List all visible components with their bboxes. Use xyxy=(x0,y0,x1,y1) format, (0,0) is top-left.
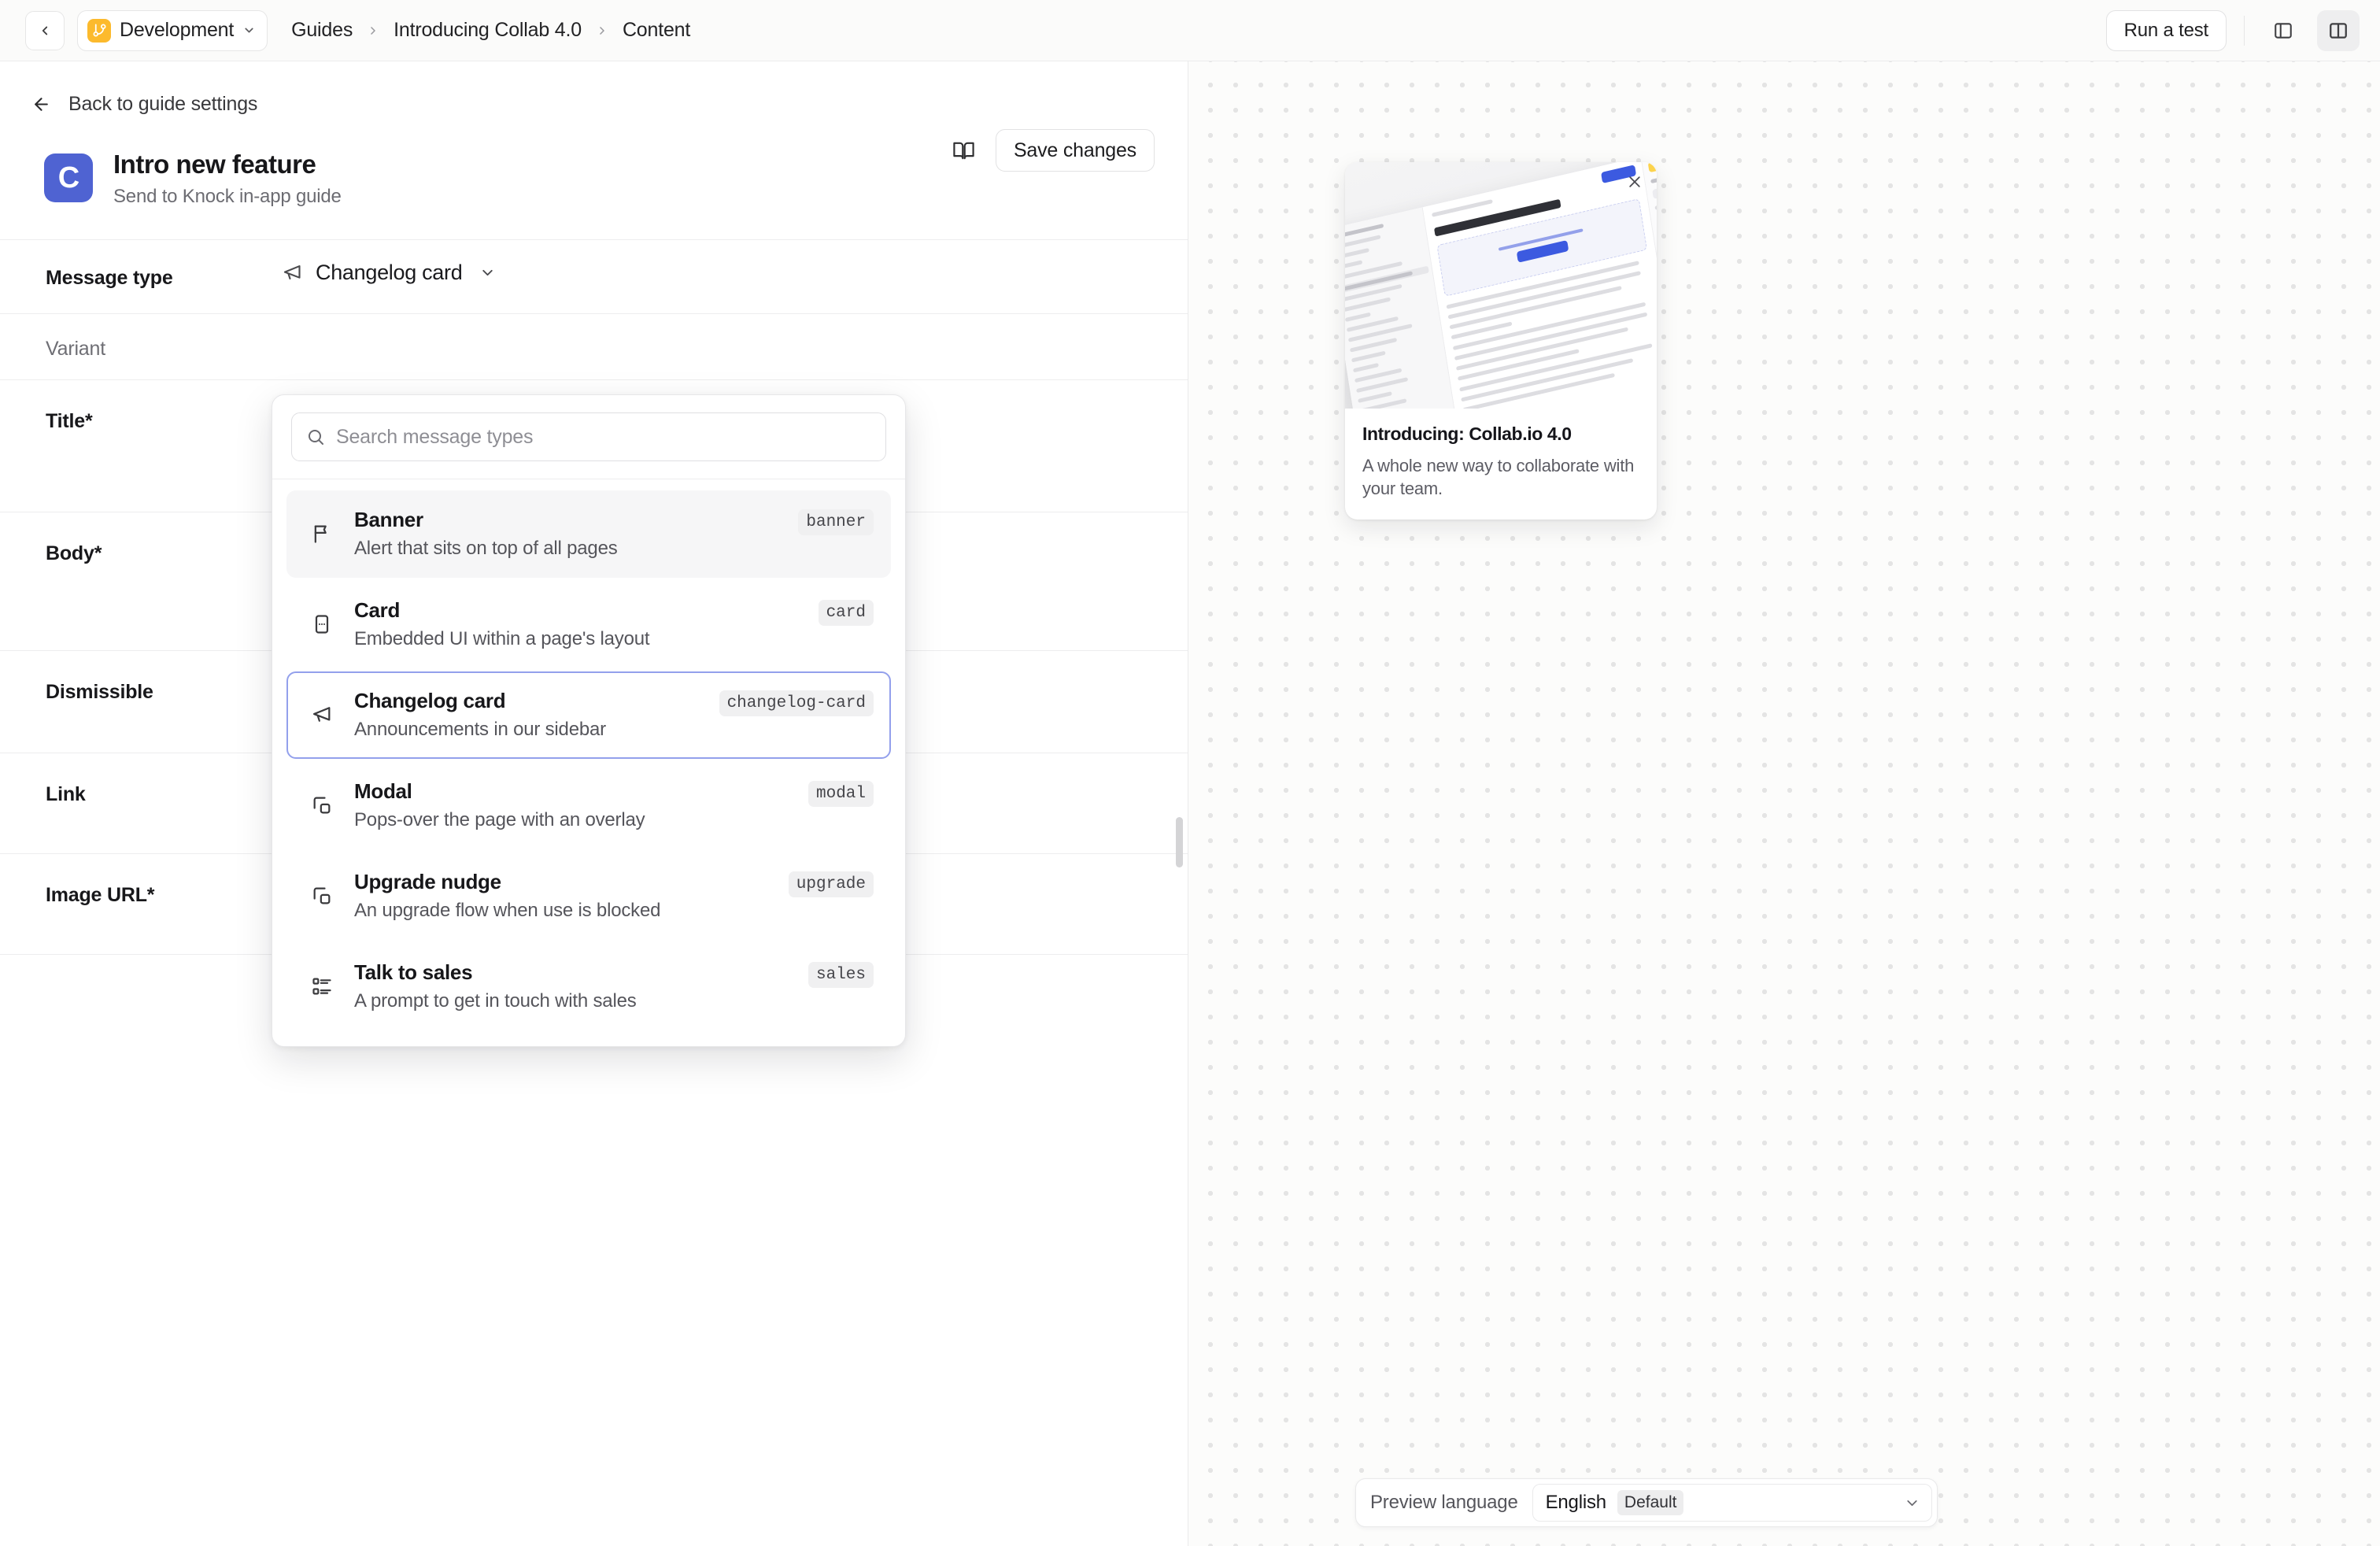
message-type-select[interactable]: Changelog card xyxy=(282,261,496,285)
card-icon xyxy=(307,613,337,635)
guide-identity: C Intro new feature Send to Knock in-app… xyxy=(31,123,1156,239)
panel-left-icon xyxy=(2275,22,2292,39)
back-to-guide-settings-link[interactable]: Back to guide settings xyxy=(31,85,1156,123)
option-description: Alert that sits on top of all pages xyxy=(354,538,618,560)
chevron-left-icon xyxy=(42,26,48,35)
option-description: Embedded UI within a page's layout xyxy=(354,628,650,650)
back-label: Back to guide settings xyxy=(68,92,258,115)
modal-icon xyxy=(307,794,337,816)
preview-language-select[interactable]: English Default xyxy=(1532,1484,1932,1522)
main-area: Back to guide settings Save changes C In… xyxy=(0,61,2380,1546)
arrow-left-icon xyxy=(31,94,51,114)
label-variant: Variant xyxy=(46,338,105,361)
option-name: Talk to sales xyxy=(354,960,473,984)
message-type-dropdown: Banner Alert that sits on top of all pag… xyxy=(272,394,906,1047)
option-description: A prompt to get in touch with sales xyxy=(354,990,637,1012)
megaphone-icon xyxy=(282,262,303,283)
chevron-down-icon xyxy=(1904,1495,1920,1511)
chevron-down-icon xyxy=(242,24,256,37)
changelog-preview-card: Introducing: Collab.io 4.0 A whole new w… xyxy=(1345,162,1657,520)
run-a-test-button[interactable]: Run a test xyxy=(2105,9,2227,51)
search-message-types-field[interactable] xyxy=(291,412,886,461)
message-type-value: Changelog card xyxy=(316,261,463,285)
editor-header: Back to guide settings Save changes C In… xyxy=(0,61,1188,239)
page-subtitle: Send to Knock in-app guide xyxy=(113,186,342,208)
top-bar-actions: Run a test xyxy=(2105,9,2360,51)
modal-icon xyxy=(307,885,337,907)
panel-split-toggle[interactable] xyxy=(2317,9,2360,51)
label-dismissible: Dismissible xyxy=(46,681,153,704)
preview-card-body: A whole new way to collaborate with your… xyxy=(1362,455,1635,499)
environment-name: Development xyxy=(120,19,235,41)
environment-selector[interactable]: Development xyxy=(77,9,268,51)
option-name: Upgrade nudge xyxy=(354,869,501,893)
option-code-badge: banner xyxy=(798,509,874,535)
option-description: Pops-over the page with an overlay xyxy=(354,809,645,831)
list-icon xyxy=(307,975,337,997)
breadcrumb-item-guide-name[interactable]: Introducing Collab 4.0 xyxy=(394,19,582,41)
label-body: Body* xyxy=(46,542,102,565)
preview-language-bar: Preview language English Default xyxy=(1355,1478,1938,1527)
label-message-type: Message type xyxy=(46,267,173,290)
preview-language-label: Preview language xyxy=(1370,1492,1518,1513)
preview-language-default-badge: Default xyxy=(1617,1490,1684,1515)
option-description: Announcements in our sidebar xyxy=(354,719,606,741)
form-row-message-type: Message type Changelog card xyxy=(0,240,1188,315)
toolbar-divider xyxy=(2244,15,2245,46)
preview-pane: Introducing: Collab.io 4.0 A whole new w… xyxy=(1188,61,2380,1546)
breadcrumb-item-content[interactable]: Content xyxy=(622,19,691,41)
preview-screenshot-illustration xyxy=(1345,162,1657,409)
message-type-option-banner[interactable]: Banner Alert that sits on top of all pag… xyxy=(286,490,891,578)
message-type-option-talk-to-sales[interactable]: Talk to sales A prompt to get in touch w… xyxy=(286,943,891,1030)
preview-media xyxy=(1345,162,1657,409)
save-changes-button[interactable]: Save changes xyxy=(995,129,1155,172)
message-type-option-modal[interactable]: Modal Pops-over the page with an overlay… xyxy=(286,762,891,849)
option-name: Card xyxy=(354,597,401,622)
option-name: Banner xyxy=(354,508,423,531)
label-title: Title* xyxy=(46,410,93,433)
preview-language-value: English xyxy=(1545,1492,1607,1513)
search-icon xyxy=(309,430,323,445)
page-title: Intro new feature xyxy=(113,150,316,179)
book-icon[interactable] xyxy=(952,139,975,162)
editor-panel-scrollbar[interactable] xyxy=(1176,817,1183,867)
option-name: Changelog card xyxy=(354,688,506,712)
message-type-option-changelog-card[interactable]: Changelog card Announcements in our side… xyxy=(286,671,891,759)
panel-split-icon xyxy=(2330,22,2347,39)
nav-back-button[interactable] xyxy=(25,10,65,50)
preview-card-title: Introducing: Collab.io 4.0 xyxy=(1362,423,1572,444)
option-description: An upgrade flow when use is blocked xyxy=(354,900,661,922)
message-type-list: Banner Alert that sits on top of all pag… xyxy=(272,479,905,1046)
option-name: Modal xyxy=(354,779,412,803)
option-code-badge: sales xyxy=(808,961,874,988)
chevron-right-icon xyxy=(596,24,608,37)
form-row-variant: Variant xyxy=(0,314,1188,381)
chevron-down-icon xyxy=(479,264,496,281)
search-input[interactable] xyxy=(336,425,871,449)
breadcrumb: Guides Introducing Collab 4.0 Content xyxy=(291,19,690,42)
top-bar: Development Guides Introducing Collab 4.… xyxy=(0,0,2380,61)
option-code-badge: changelog-card xyxy=(719,690,874,716)
guide-avatar: C xyxy=(44,153,93,203)
message-type-option-card[interactable]: Card Embedded UI within a page's layout … xyxy=(286,581,891,668)
option-code-badge: upgrade xyxy=(788,871,874,897)
guide-text: Intro new feature Send to Knock in-app g… xyxy=(113,148,342,208)
message-type-option-upgrade-nudge[interactable]: Upgrade nudge An upgrade flow when use i… xyxy=(286,853,891,940)
breadcrumb-item-guides[interactable]: Guides xyxy=(291,19,353,41)
flag-icon xyxy=(307,523,337,545)
option-code-badge: modal xyxy=(808,780,874,807)
editor-header-actions: Save changes xyxy=(952,129,1155,172)
panel-left-toggle[interactable] xyxy=(2262,10,2304,51)
preview-card-text: Introducing: Collab.io 4.0 A whole new w… xyxy=(1345,409,1657,520)
option-code-badge: card xyxy=(818,599,874,626)
chevron-right-icon xyxy=(367,24,379,37)
label-link: Link xyxy=(46,783,86,806)
close-icon[interactable] xyxy=(1624,171,1646,193)
label-image-url: Image URL* xyxy=(46,884,155,907)
branch-icon xyxy=(87,18,111,43)
megaphone-icon xyxy=(307,704,337,726)
